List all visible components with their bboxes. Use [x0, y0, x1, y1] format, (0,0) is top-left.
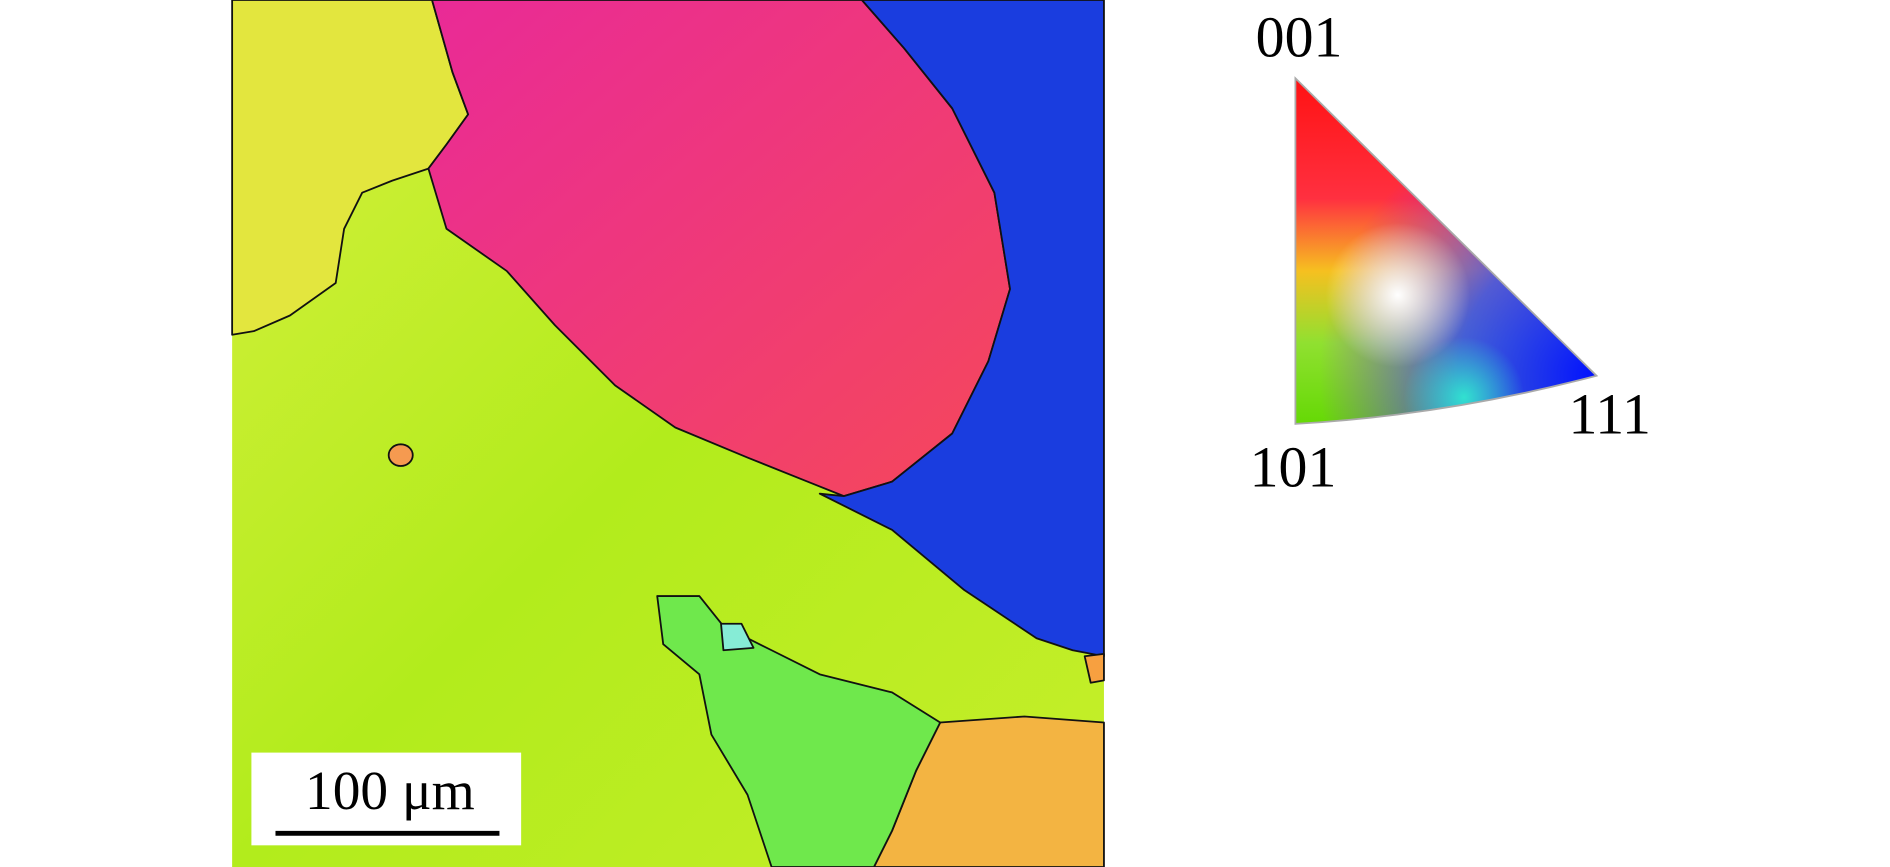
scale-bar: 100 μm	[251, 752, 522, 846]
ipf-label: 001	[1256, 5, 1343, 70]
ipf-outline	[1294, 76, 1599, 425]
grain	[720, 622, 755, 652]
ipf-legend: 001 101 111	[1250, 5, 1651, 500]
grain	[818, 0, 1105, 658]
scale-bar-label: 100 μm	[305, 760, 475, 821]
grain	[1083, 652, 1105, 684]
ipf-label: 101	[1250, 434, 1337, 499]
ebsd-map	[231, 0, 1105, 867]
ipf-label: 111	[1568, 382, 1650, 447]
ipf-fill	[1295, 78, 1597, 424]
scale-bar-box	[251, 752, 522, 846]
grain	[387, 443, 414, 467]
